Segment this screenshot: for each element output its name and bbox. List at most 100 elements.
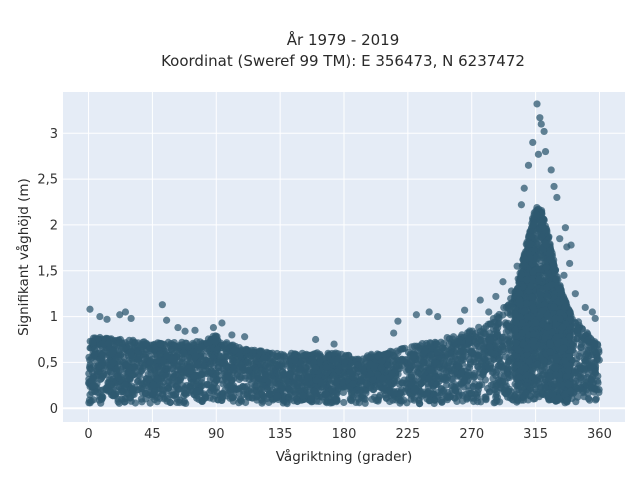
data-point bbox=[91, 345, 99, 353]
data-point bbox=[304, 373, 312, 382]
data-point bbox=[530, 379, 538, 387]
data-point bbox=[482, 395, 490, 403]
data-point bbox=[379, 375, 387, 383]
data-point bbox=[474, 354, 482, 362]
data-point bbox=[242, 398, 250, 407]
data-point bbox=[273, 349, 281, 358]
data-point bbox=[219, 380, 227, 388]
data-point bbox=[481, 329, 489, 338]
data-point bbox=[553, 339, 562, 348]
data-point bbox=[374, 352, 382, 360]
data-point bbox=[423, 341, 431, 349]
data-point bbox=[512, 318, 520, 327]
data-point bbox=[121, 381, 129, 389]
data-point bbox=[494, 324, 502, 332]
data-point bbox=[126, 394, 134, 402]
data-point bbox=[410, 396, 418, 404]
data-point bbox=[198, 379, 206, 387]
data-point bbox=[586, 396, 594, 404]
data-point bbox=[491, 398, 499, 406]
data-point bbox=[179, 382, 187, 390]
data-point bbox=[326, 380, 334, 388]
data-point bbox=[563, 372, 571, 380]
data-point bbox=[362, 389, 370, 397]
data-point bbox=[341, 363, 349, 371]
data-point bbox=[291, 365, 299, 373]
data-point bbox=[313, 349, 321, 357]
data-point bbox=[98, 394, 106, 402]
data-point bbox=[517, 313, 525, 322]
data-point bbox=[515, 296, 524, 304]
data-point bbox=[457, 333, 465, 341]
data-point bbox=[595, 348, 603, 356]
data-point bbox=[265, 398, 273, 406]
data-point bbox=[323, 397, 331, 405]
chart-title-line2: Koordinat (Sweref 99 TM): E 356473, N 62… bbox=[161, 52, 525, 70]
data-point bbox=[339, 388, 347, 396]
data-point bbox=[542, 263, 550, 271]
data-point bbox=[340, 398, 348, 407]
data-point bbox=[457, 354, 465, 362]
data-points bbox=[85, 100, 603, 408]
data-point bbox=[244, 359, 252, 367]
data-point bbox=[577, 364, 585, 372]
data-point bbox=[216, 352, 224, 361]
data-point bbox=[500, 304, 508, 312]
data-point bbox=[449, 335, 457, 343]
data-point bbox=[180, 392, 188, 400]
data-point bbox=[466, 327, 474, 335]
data-point bbox=[553, 333, 561, 341]
chart-title-line1: År 1979 - 2019 bbox=[287, 30, 400, 49]
data-point bbox=[233, 371, 241, 379]
data-point bbox=[86, 365, 94, 373]
data-point bbox=[282, 376, 290, 384]
data-point bbox=[252, 382, 261, 390]
data-point bbox=[535, 393, 543, 401]
data-point bbox=[229, 365, 237, 374]
data-point bbox=[547, 281, 556, 289]
data-point bbox=[179, 349, 188, 357]
data-point bbox=[127, 351, 135, 359]
data-point bbox=[377, 364, 385, 372]
data-point bbox=[592, 396, 600, 404]
data-point bbox=[566, 309, 575, 317]
data-point bbox=[303, 381, 311, 389]
data-point bbox=[129, 385, 138, 393]
data-point bbox=[551, 365, 560, 373]
data-point bbox=[203, 344, 211, 353]
data-point bbox=[355, 395, 363, 403]
data-point bbox=[137, 343, 145, 351]
data-point bbox=[300, 352, 308, 360]
data-point bbox=[347, 363, 355, 372]
data-point bbox=[568, 346, 577, 354]
data-point bbox=[223, 352, 231, 360]
data-point bbox=[512, 339, 520, 347]
data-point bbox=[499, 311, 507, 319]
data-point bbox=[433, 380, 441, 389]
data-point bbox=[147, 369, 155, 378]
data-point bbox=[207, 360, 215, 368]
data-point bbox=[486, 337, 494, 345]
data-point bbox=[501, 378, 509, 386]
data-point bbox=[142, 395, 150, 403]
data-point bbox=[529, 226, 537, 234]
data-point bbox=[260, 354, 268, 362]
data-point bbox=[589, 348, 597, 356]
data-point bbox=[492, 393, 500, 401]
data-point bbox=[475, 337, 483, 345]
data-point bbox=[426, 366, 435, 374]
data-point bbox=[493, 313, 501, 321]
data-point bbox=[448, 357, 456, 366]
data-point bbox=[528, 276, 536, 285]
data-point bbox=[593, 377, 602, 385]
data-point bbox=[198, 356, 206, 364]
data-point bbox=[504, 335, 512, 343]
data-point bbox=[363, 380, 371, 388]
data-point bbox=[486, 320, 495, 328]
data-point bbox=[382, 394, 390, 402]
data-point bbox=[239, 383, 247, 391]
data-point bbox=[222, 374, 230, 383]
data-point bbox=[109, 347, 117, 355]
data-point bbox=[400, 396, 408, 404]
data-point bbox=[555, 285, 563, 294]
